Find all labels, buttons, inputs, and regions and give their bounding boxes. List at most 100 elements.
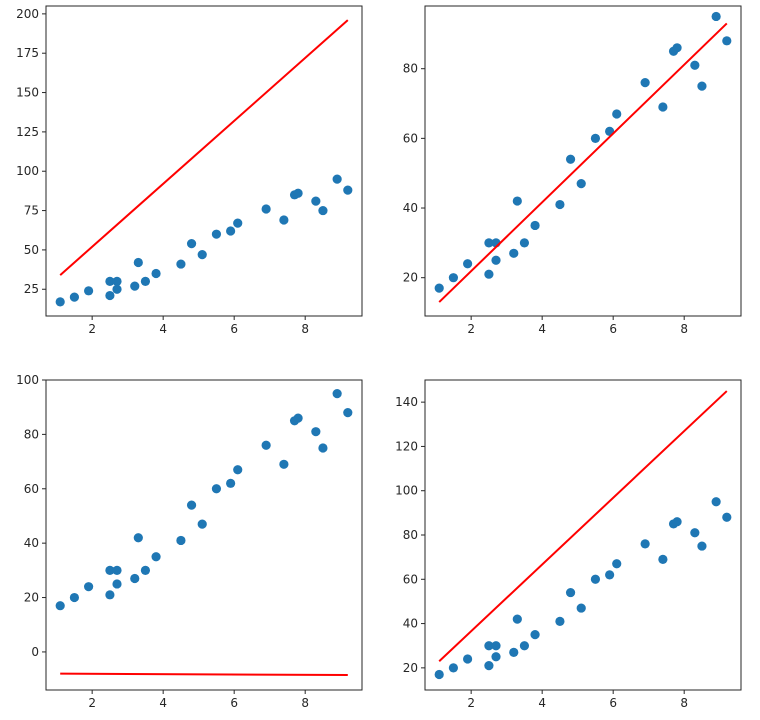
y-tick-label: 200 (16, 7, 39, 21)
scatter-point (672, 43, 682, 53)
scatter-point (318, 443, 328, 453)
x-tick-label: 6 (609, 322, 617, 336)
x-tick-label: 2 (88, 696, 96, 710)
x-tick-label: 2 (88, 322, 96, 336)
scatter-point (491, 652, 501, 662)
scatter-point (612, 559, 622, 569)
x-tick-label: 6 (609, 696, 617, 710)
scatter-point (211, 229, 222, 239)
scatter-point (512, 614, 522, 624)
scatter-point (343, 185, 353, 195)
y-tick-label: 25 (24, 282, 39, 296)
scatter-point (343, 408, 353, 418)
scatter-point (491, 641, 501, 651)
x-tick-label: 2 (467, 696, 475, 710)
scatter-point (186, 239, 197, 249)
y-tick-label: 20 (403, 661, 418, 675)
scatter-point (463, 259, 473, 269)
scatter-point (697, 541, 707, 551)
scatter-point (519, 641, 530, 651)
scatter-point (690, 528, 700, 538)
scatter-point (519, 238, 530, 248)
scatter-point (133, 533, 143, 543)
scatter-point (463, 654, 473, 664)
scatter-point (112, 579, 122, 589)
scatter-point (151, 268, 161, 279)
scatter-point (590, 574, 601, 584)
scatter-point (448, 273, 459, 283)
scatter-point (658, 554, 668, 564)
scatter-point (658, 102, 668, 112)
scatter-point (590, 133, 601, 143)
scatter-point (484, 661, 494, 671)
y-tick-label: 80 (24, 427, 39, 441)
scatter-point (233, 218, 243, 228)
scatter-point (605, 570, 615, 580)
scatter-point (565, 587, 576, 598)
y-tick-label: 100 (16, 164, 39, 178)
scatter-point (197, 250, 207, 260)
subplot-1: 2 4 6 8 25 50 75 100 125 150 175 200 (16, 5, 363, 336)
scatter-point (105, 290, 115, 301)
scatter-point (261, 440, 271, 450)
scatter-point (233, 465, 243, 475)
x-tick-label: 4 (159, 696, 167, 710)
axes-frame (424, 5, 742, 317)
x-tick-label: 8 (680, 696, 688, 710)
axes-frame (45, 5, 363, 317)
scatter-point (434, 669, 444, 680)
y-tick-label: 0 (31, 645, 39, 659)
y-tick-label: 60 (403, 131, 418, 145)
scatter-point (484, 641, 494, 651)
scatter-point (55, 601, 65, 611)
y-tick-label: 80 (403, 62, 418, 76)
scatter-point (711, 497, 721, 507)
scatter-point (261, 204, 271, 214)
scatter-point (722, 512, 732, 522)
scatter-point (491, 255, 501, 265)
scatter-point (640, 539, 650, 549)
scatter-point (197, 519, 207, 529)
scatter-point (293, 188, 303, 198)
scatter-point (226, 478, 236, 488)
x-tick-label: 8 (301, 696, 309, 710)
y-tick-label: 100 (395, 484, 418, 498)
y-tick-label: 60 (24, 482, 39, 496)
scatter-point (105, 276, 115, 286)
axes-frame (45, 379, 363, 691)
scatter-point (576, 179, 586, 189)
subplot-2: 2 4 6 8 20 40 60 80 (403, 5, 742, 336)
scatter-point (311, 196, 321, 206)
scatter-point (176, 535, 186, 546)
scatter-point (722, 36, 732, 46)
fit-line (60, 672, 348, 677)
scatter-point (112, 276, 122, 286)
y-tick-label: 60 (403, 572, 418, 586)
scatter-point (530, 630, 540, 640)
x-tick-label: 4 (538, 696, 546, 710)
subplot-4: 2 4 6 8 20 40 60 80 100 120 140 (395, 379, 742, 710)
scatter-point (186, 500, 197, 510)
x-tick-label: 8 (680, 322, 688, 336)
scatter-point (140, 565, 151, 575)
scatter-point (130, 281, 140, 291)
x-tick-label: 8 (301, 322, 309, 336)
scatter-point (55, 297, 65, 307)
x-tick-label: 6 (230, 322, 238, 336)
scatter-point (448, 663, 459, 673)
scatter-point (332, 174, 342, 184)
scatter-point (69, 592, 80, 603)
fit-line (438, 22, 728, 303)
scatter-point (484, 269, 494, 279)
scatter-point (434, 283, 444, 293)
scatter-point (112, 284, 122, 294)
scatter-point (293, 413, 303, 423)
scatter-point (176, 259, 186, 269)
scatter-point (530, 220, 540, 231)
scatter-point (332, 388, 342, 399)
scatter-point (484, 238, 494, 248)
scatter-point (555, 616, 565, 626)
y-tick-label: 40 (24, 536, 39, 550)
scatter-point (105, 565, 115, 575)
